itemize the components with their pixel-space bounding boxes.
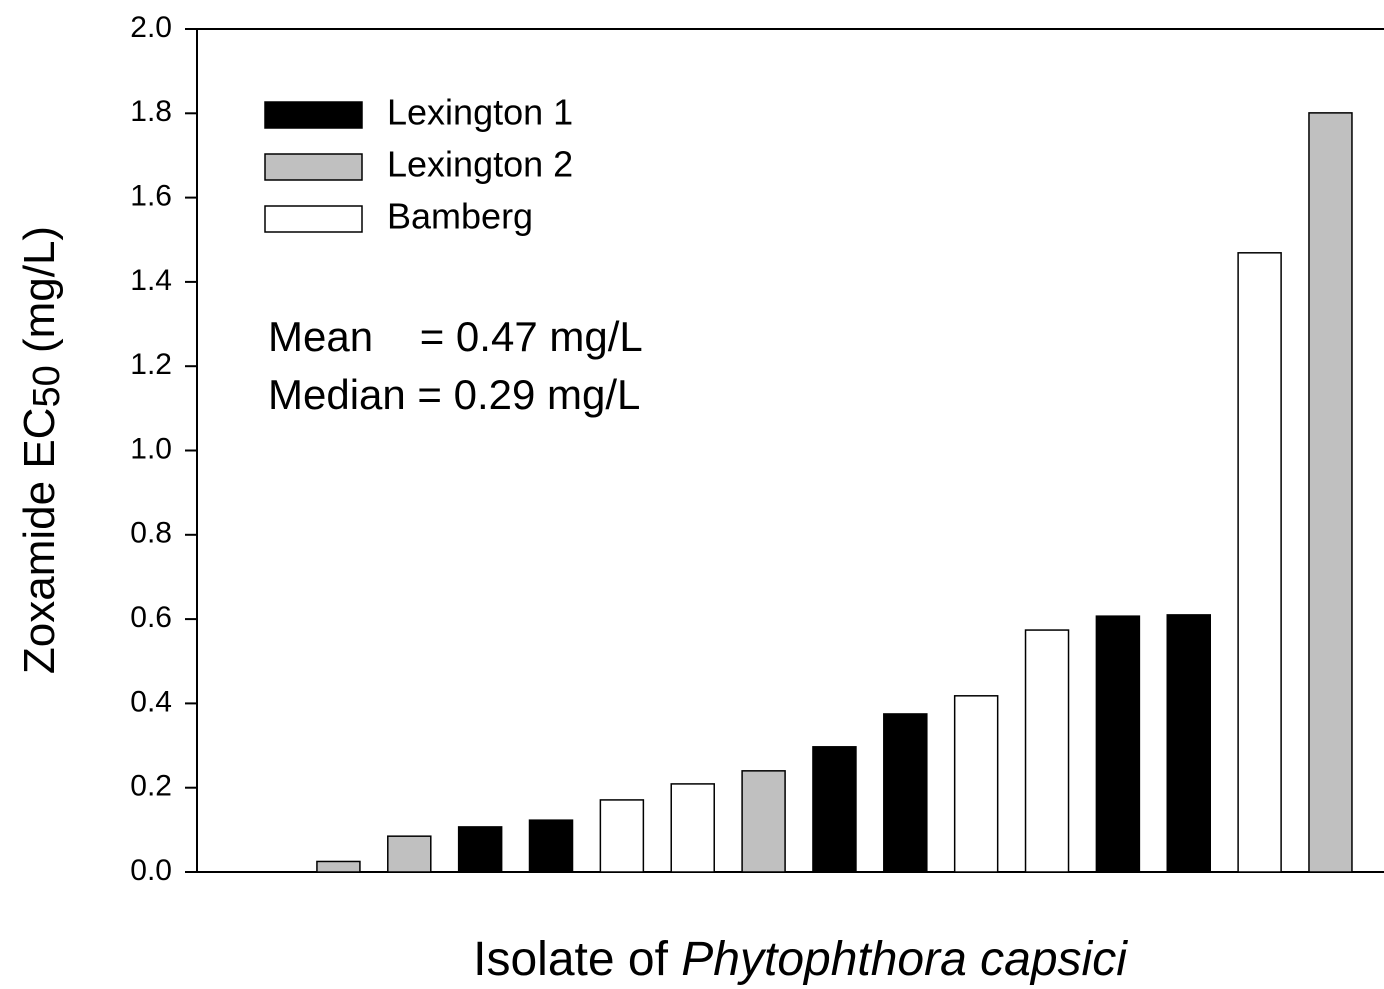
y-tick-label: 0.4	[130, 685, 172, 718]
legend-label: Bamberg	[387, 196, 533, 237]
bar	[387, 835, 432, 873]
legend-swatch	[264, 205, 363, 233]
bar	[1095, 615, 1141, 873]
bar	[741, 770, 786, 873]
y-axis-label-part: 50	[26, 365, 68, 407]
y-axis-label-part: (mg/L)	[15, 226, 64, 365]
legend-swatch	[264, 153, 363, 181]
y-tick-label: 1.8	[130, 95, 172, 128]
y-tick-label: 0.2	[130, 770, 172, 803]
bar	[457, 826, 503, 873]
bar	[883, 713, 928, 873]
y-tick-label: 0.6	[130, 601, 172, 634]
legend-swatch	[264, 101, 363, 129]
y-tick-label: 1.0	[130, 432, 172, 465]
legend-label: Lexington 1	[387, 92, 573, 133]
bar	[1308, 112, 1353, 873]
y-tick-label: 1.6	[130, 180, 172, 213]
bar	[1237, 252, 1282, 873]
x-axis-label: Isolate of Phytophthora capsici	[473, 933, 1128, 986]
x-axis-label-part: Isolate of	[473, 933, 681, 986]
bar	[528, 819, 574, 873]
bar	[599, 799, 645, 873]
annotation: Mean = 0.47 mg/L	[268, 313, 643, 360]
y-tick-label: 0.0	[130, 854, 172, 887]
y-tick-label: 2.0	[130, 11, 172, 44]
x-axis-label-part: Phytophthora capsici	[681, 933, 1128, 986]
bar	[1166, 614, 1211, 873]
legend-label: Lexington 2	[387, 144, 573, 185]
annotation: Median = 0.29 mg/L	[268, 371, 640, 418]
y-axis-label: Zoxamide EC50 (mg/L)	[15, 226, 68, 674]
bar	[953, 695, 999, 873]
y-tick-label: 0.8	[130, 517, 172, 550]
bar	[316, 860, 361, 873]
y-tick-label: 1.4	[130, 264, 172, 297]
y-axis-label-part: Zoxamide EC	[15, 408, 64, 675]
bar	[1024, 629, 1070, 873]
bar	[670, 783, 715, 873]
y-tick-label: 1.2	[130, 348, 172, 381]
bar	[812, 746, 857, 873]
